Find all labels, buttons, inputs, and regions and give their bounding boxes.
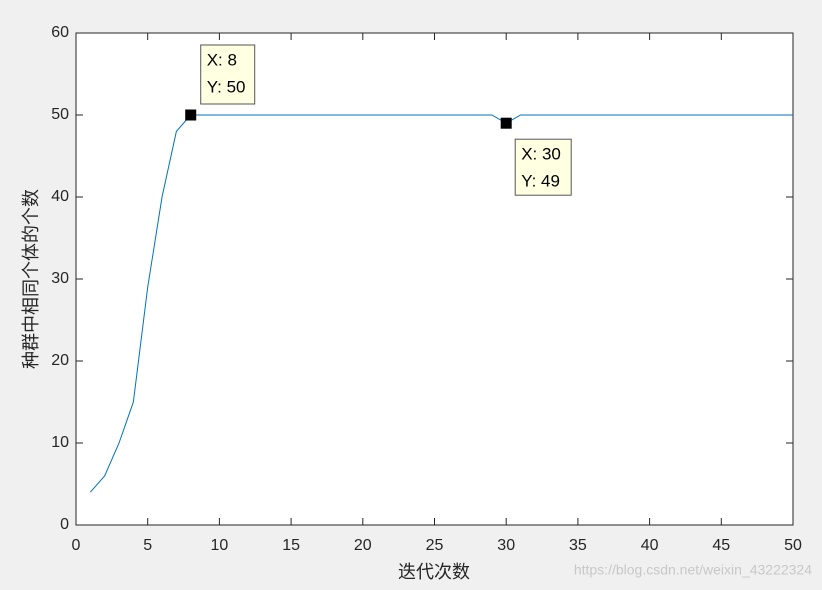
datatip-text: Y: 49	[521, 172, 560, 191]
x-tick-label: 15	[282, 537, 300, 554]
x-tick-label: 10	[211, 537, 229, 554]
datatip-marker	[185, 109, 197, 121]
datatip-box	[514, 138, 572, 196]
x-tick-label: 20	[354, 537, 372, 554]
y-tick-label: 20	[51, 352, 69, 369]
x-tick-label: 35	[569, 537, 587, 554]
datatip-text: X: 8	[207, 50, 237, 69]
y-axis-label: 种群中相同个体的个数	[21, 189, 42, 369]
datatip-text: Y: 50	[207, 77, 246, 96]
y-tick-label: 60	[51, 24, 69, 41]
watermark: https://blog.csdn.net/weixin_43222324	[574, 562, 812, 578]
y-tick-label: 10	[51, 434, 69, 451]
y-tick-label: 40	[51, 188, 69, 205]
x-tick-label: 45	[712, 537, 730, 554]
x-tick-label: 5	[143, 537, 152, 554]
datatip-marker	[500, 117, 512, 129]
x-tick-label: 40	[641, 537, 659, 554]
x-tick-label: 50	[784, 537, 802, 554]
y-tick-label: 50	[51, 106, 69, 123]
y-tick-label: 30	[51, 270, 69, 287]
plot-area	[75, 32, 794, 526]
x-tick-label: 30	[497, 537, 515, 554]
data-line	[89, 114, 793, 493]
datatip-box	[200, 44, 256, 105]
y-tick-label: 0	[60, 516, 69, 533]
x-tick-label: 0	[72, 537, 81, 554]
x-axis-label: 迭代次数	[398, 562, 470, 583]
x-tick-label: 25	[426, 537, 444, 554]
datatip-text: X: 30	[521, 145, 561, 164]
